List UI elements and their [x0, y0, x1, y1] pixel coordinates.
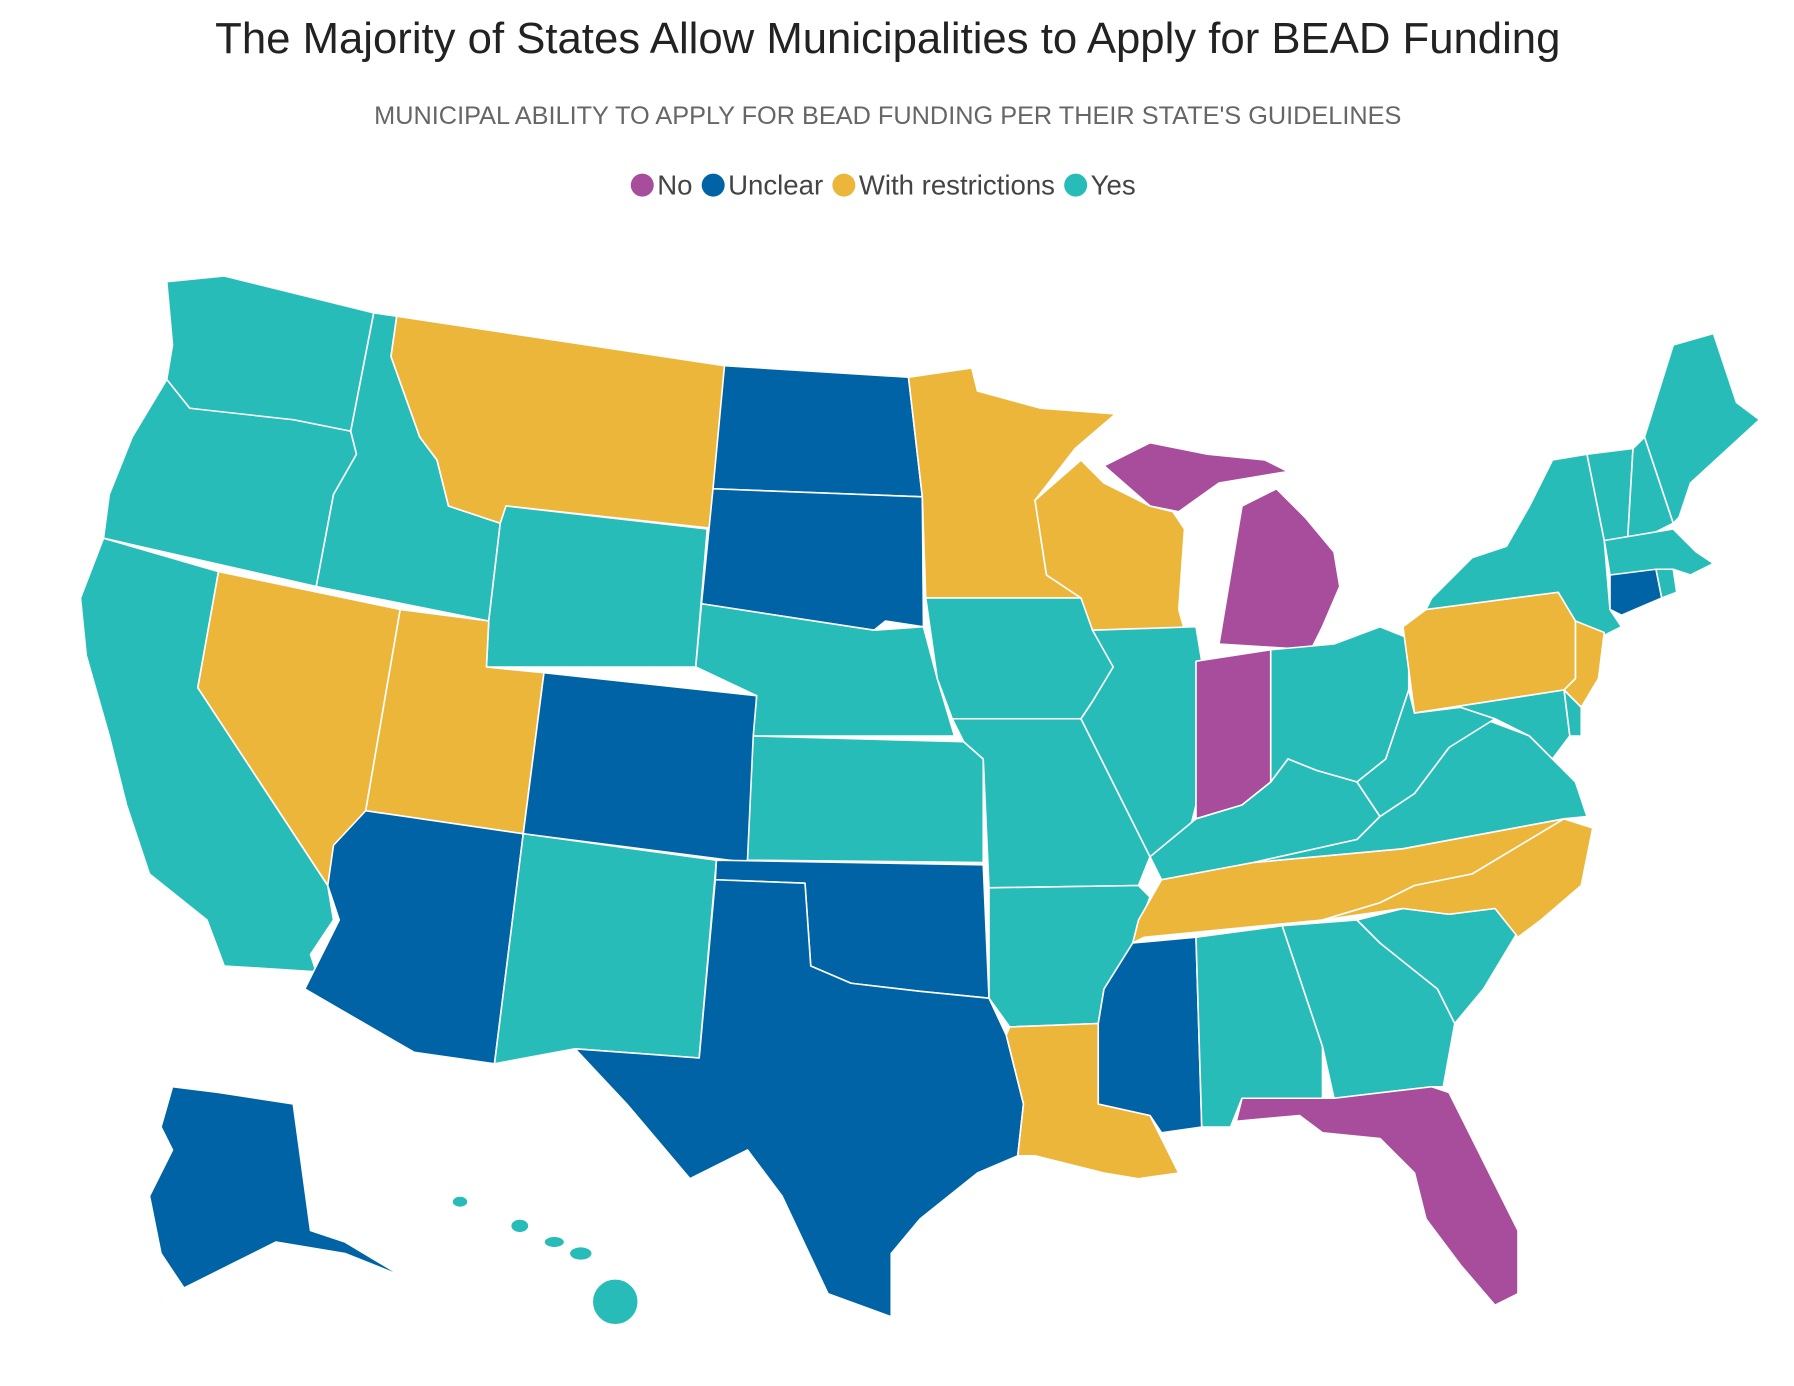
- state: [509, 1218, 530, 1234]
- legend-label: No: [657, 169, 692, 200]
- legend-item: With restrictions: [832, 169, 1055, 200]
- state: [591, 1277, 640, 1326]
- chart-title: The Majority of States Allow Municipalit…: [215, 14, 1560, 63]
- islands: [451, 1195, 640, 1326]
- chart-body: The Majority of States Allow Municipalit…: [79, 14, 1761, 1330]
- state: [493, 832, 718, 1065]
- state: [303, 809, 525, 1065]
- legend-item: Unclear: [701, 169, 823, 200]
- state: [907, 367, 1117, 599]
- state: [1218, 487, 1341, 651]
- state: [1034, 459, 1186, 632]
- state: [1321, 817, 1594, 939]
- state: [694, 602, 956, 737]
- state: [712, 364, 924, 498]
- state: [924, 597, 1115, 720]
- state: [1655, 568, 1678, 599]
- state: [451, 1195, 469, 1209]
- legend-label: Yes: [1091, 169, 1136, 200]
- legend-item: Yes: [1064, 169, 1136, 200]
- map: [79, 275, 1761, 1330]
- legend-swatch: [832, 173, 856, 197]
- legend: No Unclear With restrictions Yes: [630, 169, 1136, 200]
- state: [746, 735, 985, 864]
- legend-label: Unclear: [728, 169, 823, 200]
- state: [485, 505, 709, 668]
- legend-swatch: [630, 173, 654, 197]
- state: [1643, 332, 1761, 525]
- state: [1097, 936, 1203, 1134]
- state: [1609, 568, 1663, 617]
- legend-swatch: [1064, 173, 1088, 197]
- legend-swatch: [701, 173, 725, 197]
- state: [543, 1235, 566, 1249]
- state: [165, 275, 375, 433]
- chart-subtitle: MUNICIPAL ABILITY TO APPLY FOR BEAD FUND…: [374, 102, 1401, 130]
- legend-item: No: [630, 169, 692, 200]
- state: [1235, 1085, 1519, 1307]
- state: [522, 671, 758, 864]
- legend-label: With restrictions: [859, 169, 1055, 200]
- state: [1425, 453, 1623, 645]
- state: [1103, 441, 1289, 513]
- state: [114, 1085, 404, 1330]
- state: [574, 878, 1025, 1318]
- state: [1413, 689, 1571, 760]
- state: [568, 1245, 594, 1262]
